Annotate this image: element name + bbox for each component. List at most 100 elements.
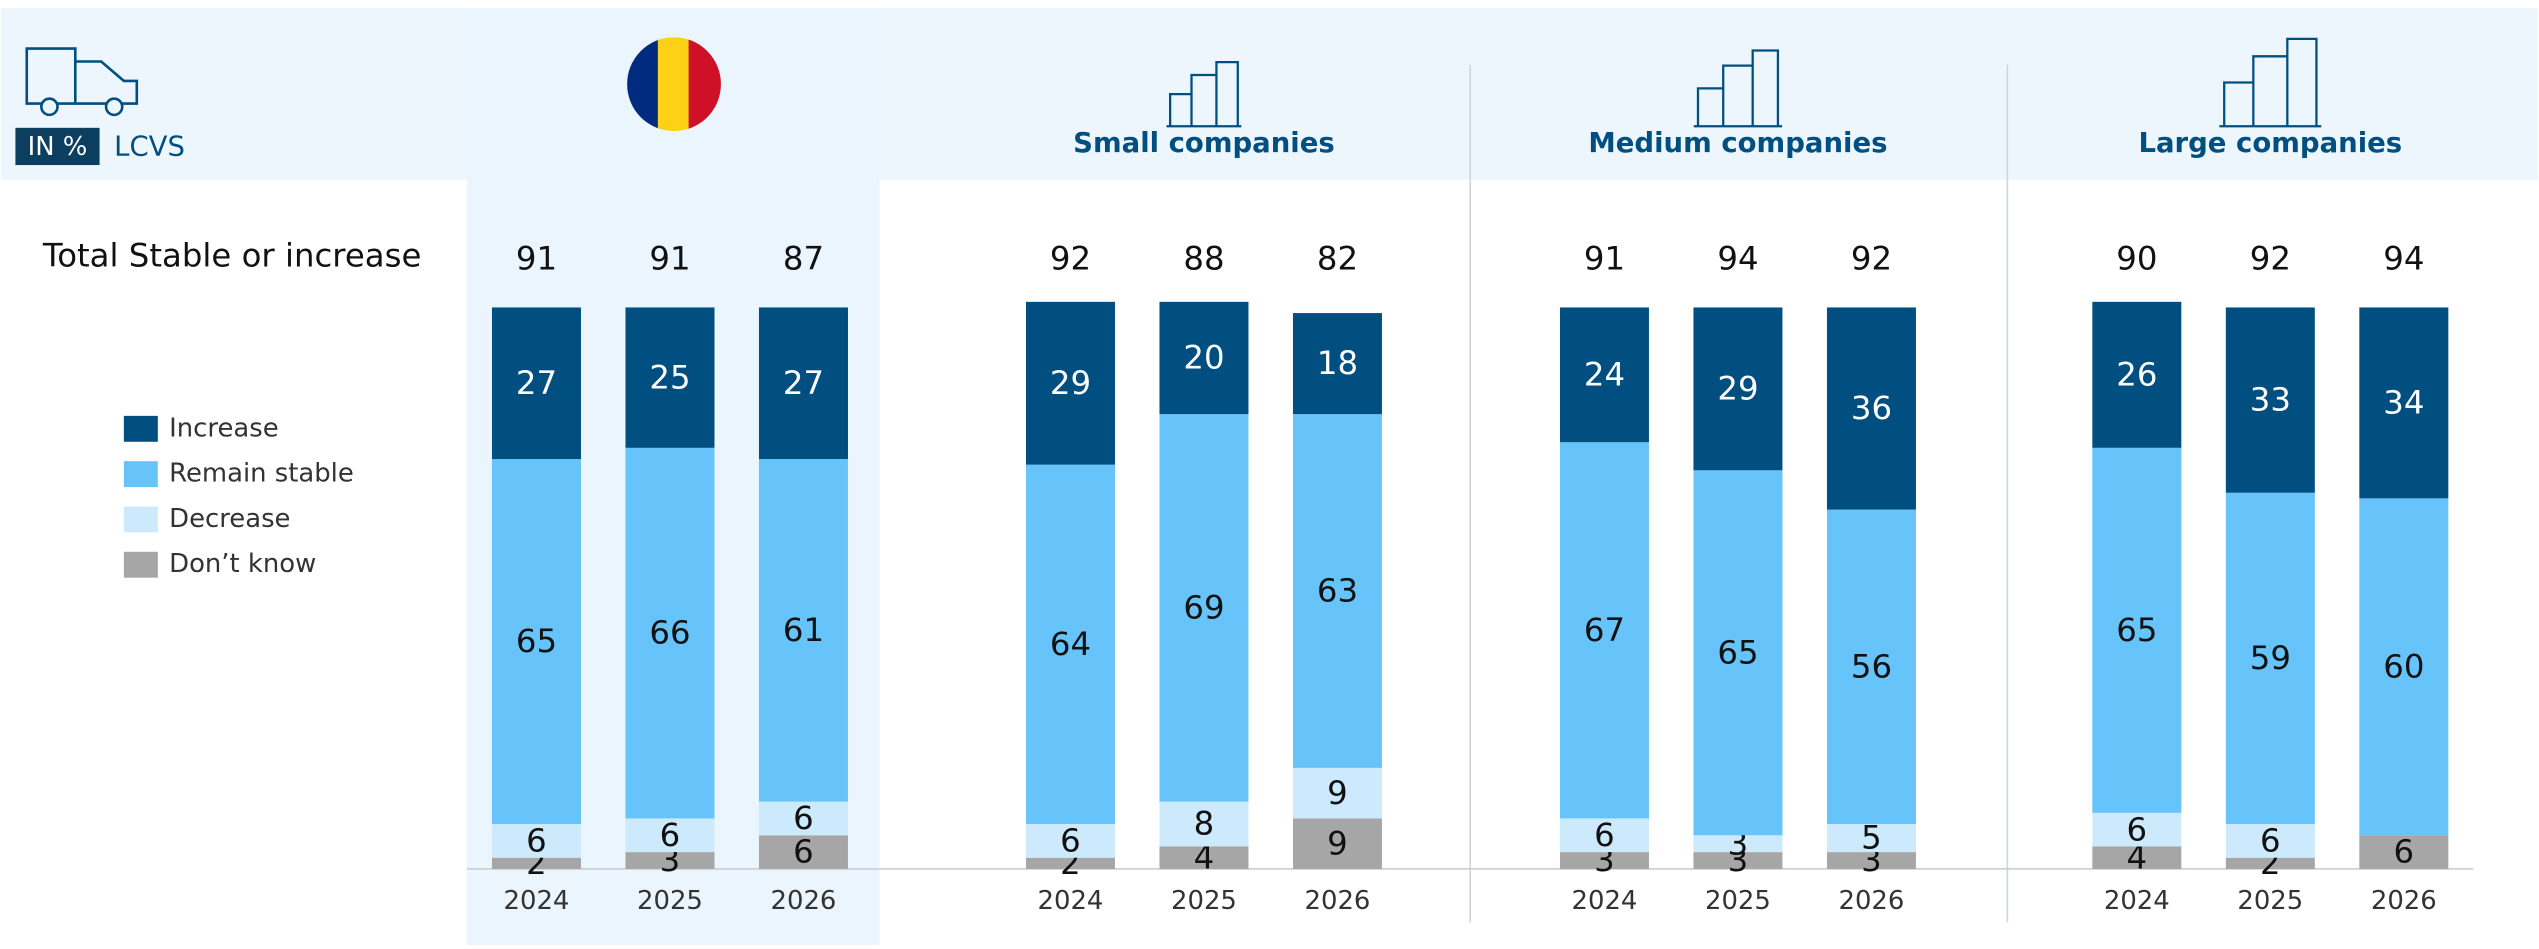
x-tick-label: 2025 xyxy=(2237,886,2303,916)
bar-segment xyxy=(1693,470,1783,836)
bar-segment xyxy=(1159,414,1249,802)
total-value: 92 xyxy=(1851,240,1892,278)
segment-label: 60 xyxy=(2383,647,2424,685)
legend-label: Decrease xyxy=(169,504,290,534)
bar-segment xyxy=(1025,301,1115,465)
legend-label: Don’t know xyxy=(169,549,316,579)
total-value: 91 xyxy=(516,240,557,278)
segment-label: 6 xyxy=(526,821,547,859)
segment-label: 65 xyxy=(516,622,557,660)
bar-segment xyxy=(2092,812,2182,847)
segment-label: 69 xyxy=(1183,588,1224,626)
bar-segment xyxy=(1826,852,1916,869)
x-tick-label: 2024 xyxy=(504,886,570,916)
bar-segment xyxy=(625,818,715,853)
unit-badge xyxy=(15,127,100,166)
segment-label: 56 xyxy=(1851,647,1892,685)
segment-label: 6 xyxy=(2394,833,2415,871)
bar-segment xyxy=(1025,464,1115,825)
x-tick-label: 2026 xyxy=(1305,886,1371,916)
vehicle-label: LCVS xyxy=(114,130,185,162)
bar-segment xyxy=(1559,852,1649,869)
bar-segment xyxy=(2092,846,2182,869)
building-icon xyxy=(1166,61,1242,128)
segment-label: 65 xyxy=(2116,611,2157,649)
segment-label: 33 xyxy=(2250,381,2291,419)
total-label: Total Stable or increase xyxy=(42,236,421,274)
bar-segment xyxy=(491,824,581,858)
total-value: 90 xyxy=(2116,240,2157,278)
bar-segment xyxy=(1693,852,1783,869)
bar-segment xyxy=(2359,307,2449,499)
segment-label: 9 xyxy=(1327,774,1348,812)
segment-label: 64 xyxy=(1050,625,1091,663)
group-label: Medium companies xyxy=(1588,127,1887,159)
bar-segment xyxy=(1159,301,1249,415)
bar-segment xyxy=(1826,307,1916,510)
segment-label: 27 xyxy=(516,364,557,402)
bar-segment xyxy=(758,459,848,802)
bar-segment xyxy=(625,447,715,819)
legend-label: Remain stable xyxy=(169,459,354,489)
segment-label: 29 xyxy=(1050,364,1091,402)
total-value: 92 xyxy=(2250,240,2291,278)
bar-segment xyxy=(625,852,715,869)
bar-segment xyxy=(1292,414,1382,768)
bar-segment xyxy=(1159,846,1249,869)
legend-swatch xyxy=(123,415,158,442)
bar-segment xyxy=(625,307,715,448)
bar-segment xyxy=(491,459,581,825)
segment-label: 20 xyxy=(1183,339,1224,377)
bar-segment xyxy=(1159,801,1249,847)
group-label: Small companies xyxy=(1073,127,1335,159)
segment-label: 29 xyxy=(1717,369,1758,407)
segment-label: 6 xyxy=(1594,816,1615,854)
bar-segment xyxy=(491,857,581,869)
truck-icon xyxy=(25,47,139,117)
bar-segment xyxy=(2092,301,2182,448)
header-band xyxy=(0,8,2539,180)
segment-label: 27 xyxy=(783,364,824,402)
segment-label: 67 xyxy=(1584,611,1625,649)
segment-label: 9 xyxy=(1327,824,1348,862)
bar-segment xyxy=(1292,767,1382,819)
total-value: 94 xyxy=(2383,240,2424,278)
segment-label: 26 xyxy=(2116,355,2157,393)
total-value: 91 xyxy=(1584,240,1625,278)
bar-segment xyxy=(1693,835,1783,853)
bar-segment xyxy=(758,307,848,460)
x-tick-label: 2024 xyxy=(1038,886,1104,916)
segment-label: 6 xyxy=(1060,821,1081,859)
segment-label: 63 xyxy=(1317,572,1358,610)
bar-segment xyxy=(2092,447,2182,813)
segment-label: 34 xyxy=(2383,384,2424,422)
segment-label: 24 xyxy=(1584,355,1625,393)
bar-segment xyxy=(1559,818,1649,853)
x-tick-label: 2026 xyxy=(1839,886,1905,916)
segment-label: 61 xyxy=(783,611,824,649)
unit-label: IN % xyxy=(28,132,88,162)
x-tick-label: 2025 xyxy=(1705,886,1771,916)
segment-label: 4 xyxy=(2127,838,2148,876)
bar-segment xyxy=(758,835,848,869)
total-value: 82 xyxy=(1317,240,1358,278)
legend-swatch xyxy=(123,461,158,488)
bar-segment xyxy=(1693,307,1783,471)
bar-segment xyxy=(1826,509,1916,825)
segment-label: 18 xyxy=(1317,344,1358,382)
x-tick-label: 2024 xyxy=(2104,886,2170,916)
building-icon xyxy=(1693,49,1783,128)
bar-segment xyxy=(2359,835,2449,869)
segment-label: 5 xyxy=(1861,819,1882,857)
segment-label: 65 xyxy=(1717,633,1758,671)
bar-segment xyxy=(2225,307,2315,493)
bar-segment xyxy=(2225,824,2315,858)
bar-segment xyxy=(1559,307,1649,443)
segment-label: 6 xyxy=(2260,821,2281,859)
bar-segment xyxy=(758,801,848,836)
legend-swatch xyxy=(123,551,158,578)
bar-segment xyxy=(1025,824,1115,858)
x-tick-label: 2026 xyxy=(771,886,837,916)
x-tick-label: 2024 xyxy=(1572,886,1638,916)
segment-label: 6 xyxy=(2127,810,2148,848)
